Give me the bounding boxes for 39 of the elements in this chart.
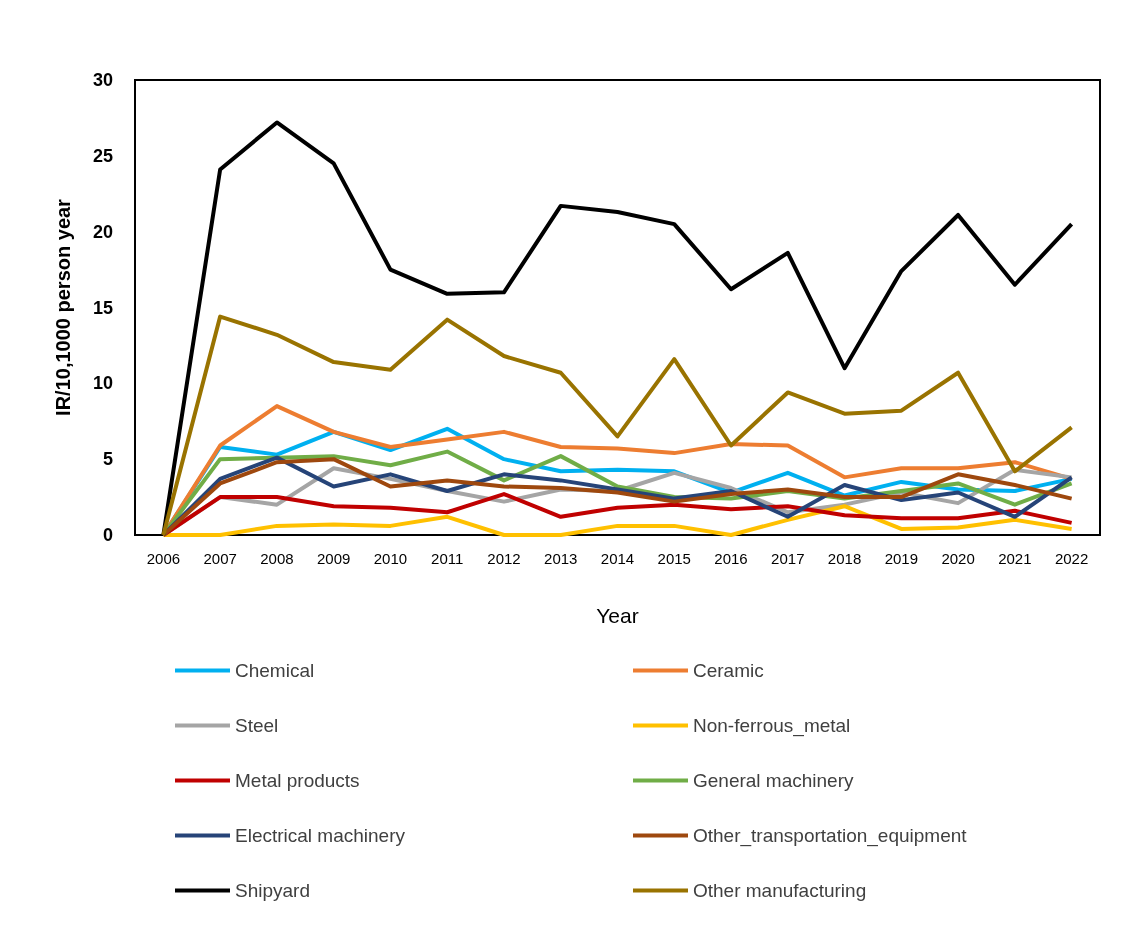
y-tick-label: 20 [92, 221, 113, 242]
x-tick-label: 2015 [657, 550, 691, 567]
x-tick-label: 2020 [941, 550, 975, 567]
y-tick-label: 15 [92, 297, 113, 318]
legend-label: Ceramic [693, 660, 764, 681]
x-tick-label: 2022 [1054, 550, 1089, 567]
legend-label: General machinery [693, 770, 855, 791]
legend-label: Chemical [235, 660, 315, 681]
line-series [161, 504, 1074, 537]
y-tick-label: 5 [102, 449, 113, 470]
line-series [161, 314, 1074, 537]
x-tick-label: 2013 [544, 550, 578, 567]
legend-label: Shipyard [235, 880, 310, 901]
x-tick-label: 2011 [431, 550, 464, 567]
x-tick-label: 2010 [373, 550, 408, 567]
x-tick-label: 2017 [771, 550, 805, 567]
legend-label: Non-ferrous_metal [693, 715, 851, 737]
y-tick-label: 0 [102, 525, 113, 545]
x-tick-label: 2018 [827, 550, 862, 567]
x-tick-label: 2007 [203, 550, 237, 567]
legend-label: Electrical machinery [235, 825, 406, 846]
legend-label: Metal products [235, 770, 360, 791]
x-tick-label: 2008 [260, 550, 294, 567]
legend-label: Steel [235, 715, 279, 736]
x-tick-label: 2019 [884, 550, 919, 567]
x-tick-label: 2016 [714, 550, 748, 567]
x-tick-label: 2021 [998, 550, 1032, 567]
line-series [161, 492, 1074, 537]
x-axis-title: Year [596, 604, 639, 627]
legend-label: Other_transportation_equipment [693, 825, 968, 847]
y-tick-label: 30 [92, 70, 113, 90]
y-axis-title: IR/10,1000 person year [52, 198, 74, 416]
x-tick-label: 2014 [600, 550, 635, 567]
legend-label: Other manufacturing [693, 880, 867, 901]
y-tick-label: 25 [92, 145, 113, 166]
x-tick-label: 2012 [487, 550, 521, 567]
x-tick-label: 2009 [316, 550, 351, 567]
y-tick-label: 10 [92, 373, 113, 394]
x-tick-label: 2006 [146, 550, 181, 567]
